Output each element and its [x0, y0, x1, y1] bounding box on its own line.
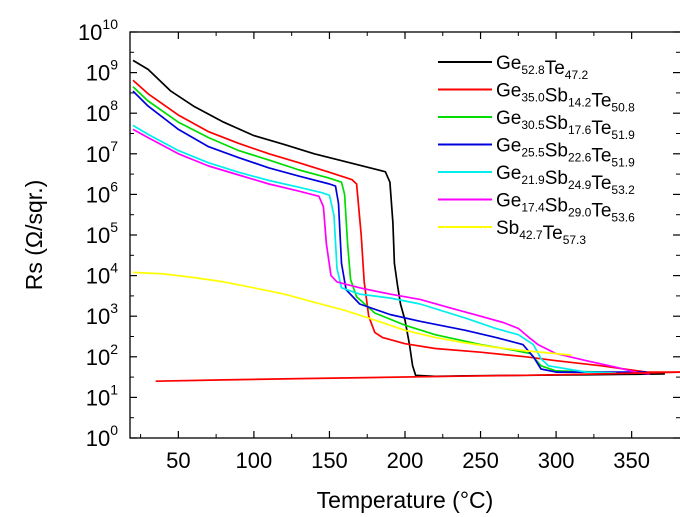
legend-label-3: Ge25.5Sb22.6Te51.9 — [496, 136, 635, 170]
series-line-5 — [132, 128, 650, 375]
y-axis-title: Rs (Ω/sqr.) — [21, 180, 47, 290]
series-line-6 — [132, 271, 572, 356]
x-tick-label: 50 — [166, 448, 190, 473]
series-line-1 — [132, 79, 680, 373]
y-tick-label: 1010 — [78, 16, 118, 45]
y-tick-label: 101 — [86, 381, 118, 410]
legend-label-0: Ge52.8Te47.2 — [496, 53, 588, 82]
x-tick-label: 200 — [387, 448, 424, 473]
x-tick-label: 300 — [538, 448, 575, 473]
legend-label-6: Sb42.7Te57.3 — [496, 218, 586, 247]
legend-label-5: Ge17.4Sb29.0Te53.6 — [496, 191, 635, 225]
series-line-4 — [132, 124, 617, 374]
axis-ticks: 50 100 150 200 250 300 350 100 101 102 103 104 105 10… — [78, 16, 680, 473]
x-axis-title: Temperature (°C) — [317, 487, 494, 513]
y-tick-label: 109 — [86, 57, 118, 86]
series-group — [132, 59, 680, 383]
legend: Ge52.8Te47.2Ge35.0Sb14.2Te50.8Ge30.5Sb17… — [438, 53, 635, 247]
y-tick-label: 106 — [86, 178, 118, 207]
x-tick-label: 350 — [613, 448, 650, 473]
series-line-7 — [155, 371, 680, 383]
y-tick-label: 107 — [86, 138, 118, 167]
y-tick-label: 100 — [86, 422, 118, 451]
y-tick-label: 105 — [86, 219, 118, 248]
x-tick-label: 250 — [462, 448, 499, 473]
x-tick-label: 100 — [236, 448, 273, 473]
x-tick-label: 150 — [311, 448, 348, 473]
y-tick-label: 104 — [86, 260, 118, 289]
legend-label-4: Ge21.9Sb24.9Te53.2 — [496, 163, 635, 197]
y-tick-label: 108 — [86, 97, 118, 126]
legend-label-1: Ge35.0Sb14.2Te50.8 — [496, 81, 635, 115]
legend-label-2: Ge30.5Sb17.6Te51.9 — [496, 108, 635, 142]
y-tick-label: 103 — [86, 300, 118, 329]
y-tick-label: 102 — [86, 341, 118, 370]
